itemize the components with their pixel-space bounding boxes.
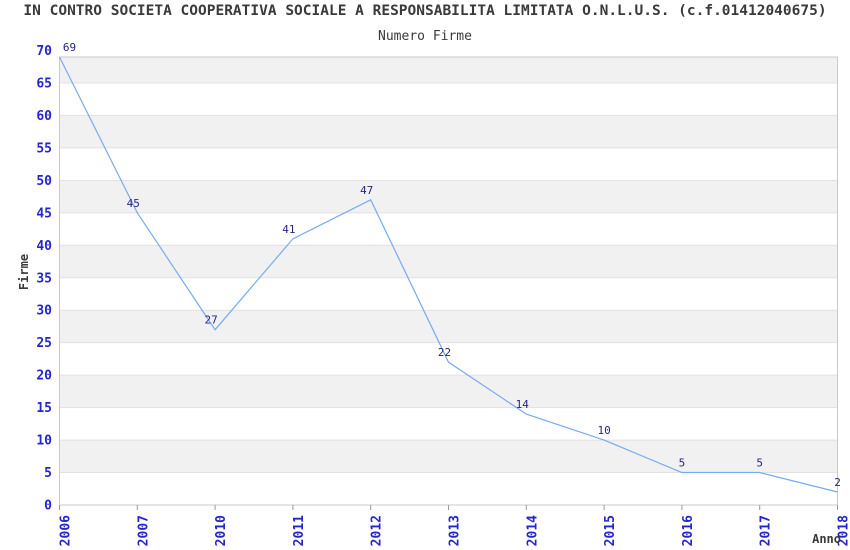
x-tick-label: 2016 <box>681 515 696 546</box>
data-point-label: 69 <box>63 41 76 54</box>
x-tick-label: 2013 <box>448 515 463 546</box>
y-tick-label: 5 <box>44 466 52 481</box>
y-tick-label: 15 <box>36 401 52 416</box>
data-point-label: 47 <box>360 184 373 197</box>
y-tick-label: 45 <box>36 206 52 221</box>
y-tick-label: 55 <box>36 141 52 156</box>
data-point-label: 5 <box>679 457 686 470</box>
y-tick-label: 40 <box>36 239 52 254</box>
data-point-label: 2 <box>834 476 841 489</box>
data-point-label: 14 <box>516 398 530 411</box>
data-point-label: 10 <box>597 424 610 437</box>
x-tick-label: 2015 <box>603 515 618 546</box>
data-point-label: 45 <box>127 197 140 210</box>
x-tick-label: 2018 <box>837 515 850 546</box>
data-point-label: 41 <box>282 223 295 236</box>
plot-band <box>59 180 838 213</box>
y-tick-label: 0 <box>44 499 52 514</box>
plot-band <box>59 115 838 148</box>
y-tick-label: 20 <box>36 369 52 384</box>
y-tick-label: 50 <box>36 174 52 189</box>
y-tick-label: 70 <box>36 44 52 59</box>
y-tick-label: 65 <box>36 76 52 91</box>
data-point-label: 22 <box>438 346 451 359</box>
x-tick-label: 2007 <box>136 515 151 546</box>
x-axis-title: Anno <box>812 532 841 546</box>
x-tick-label: 2011 <box>292 515 307 546</box>
y-tick-label: 25 <box>36 336 52 351</box>
data-point-label: 27 <box>204 314 217 327</box>
plot-band <box>59 245 838 278</box>
series-line <box>58 56 838 493</box>
chart-subtitle: Numero Firme <box>378 29 472 44</box>
x-tick-label: 2017 <box>759 515 774 546</box>
x-tick-label: 2014 <box>525 515 540 546</box>
plot-band <box>59 310 838 343</box>
plot-band <box>59 57 838 83</box>
y-tick-label: 30 <box>36 304 52 319</box>
y-axis-title: Firme <box>17 254 31 290</box>
y-tick-label: 60 <box>36 109 52 124</box>
data-point-label: 5 <box>756 457 763 470</box>
x-tick-label: 2010 <box>214 515 229 546</box>
y-tick-label: 10 <box>36 434 52 449</box>
plot-band <box>59 375 838 408</box>
x-tick-label: 2006 <box>59 515 74 546</box>
x-tick-label: 2012 <box>370 515 385 546</box>
chart-title: IN CONTRO SOCIETA COOPERATIVA SOCIALE A … <box>23 3 827 19</box>
plot-band <box>59 440 838 473</box>
y-tick-label: 35 <box>36 271 52 286</box>
